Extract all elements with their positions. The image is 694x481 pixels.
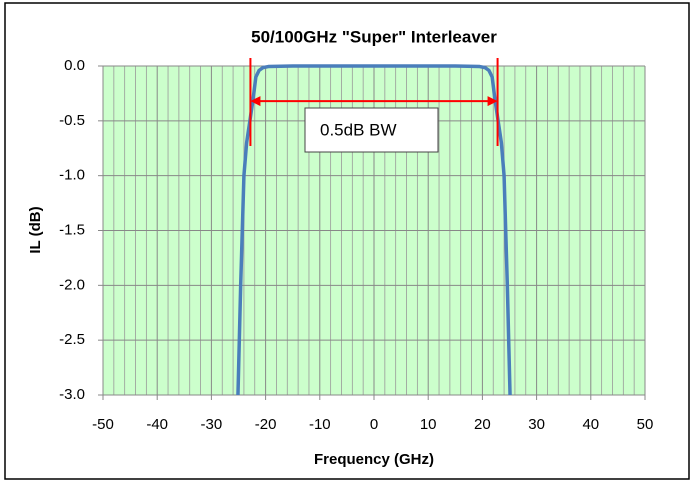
x-tick-label: 0 bbox=[370, 416, 378, 433]
x-tick-label: -40 bbox=[146, 416, 168, 433]
chart-title: 50/100GHz "Super" Interleaver bbox=[251, 27, 497, 46]
x-tick-label: -20 bbox=[255, 416, 277, 433]
x-tick-label: 20 bbox=[474, 416, 491, 433]
annotation-text: 0.5dB BW bbox=[320, 120, 397, 139]
x-tick-label: -30 bbox=[201, 416, 223, 433]
y-tick-label: -1.0 bbox=[59, 167, 85, 184]
y-tick-label: -1.5 bbox=[59, 221, 85, 238]
x-tick-label: 30 bbox=[528, 416, 545, 433]
x-tick-label: -50 bbox=[92, 416, 114, 433]
series-line bbox=[236, 64, 512, 396]
arrow-head bbox=[250, 96, 261, 107]
y-tick-label: -0.5 bbox=[59, 112, 85, 129]
x-tick-label: 40 bbox=[582, 416, 599, 433]
annotation-box bbox=[304, 107, 439, 153]
arrow-head bbox=[487, 96, 498, 107]
y-axis-label: IL (dB) bbox=[27, 206, 44, 253]
x-tick-label: 10 bbox=[420, 416, 437, 433]
y-tick-label: -3.0 bbox=[59, 386, 85, 403]
y-tick-label: -2.0 bbox=[59, 276, 85, 293]
y-tick-label: 0.0 bbox=[64, 57, 85, 74]
x-tick-label: 50 bbox=[637, 416, 654, 433]
x-axis-label: Frequency (GHz) bbox=[314, 451, 434, 468]
x-tick-label: -10 bbox=[309, 416, 331, 433]
y-tick-label: -2.5 bbox=[59, 331, 85, 348]
